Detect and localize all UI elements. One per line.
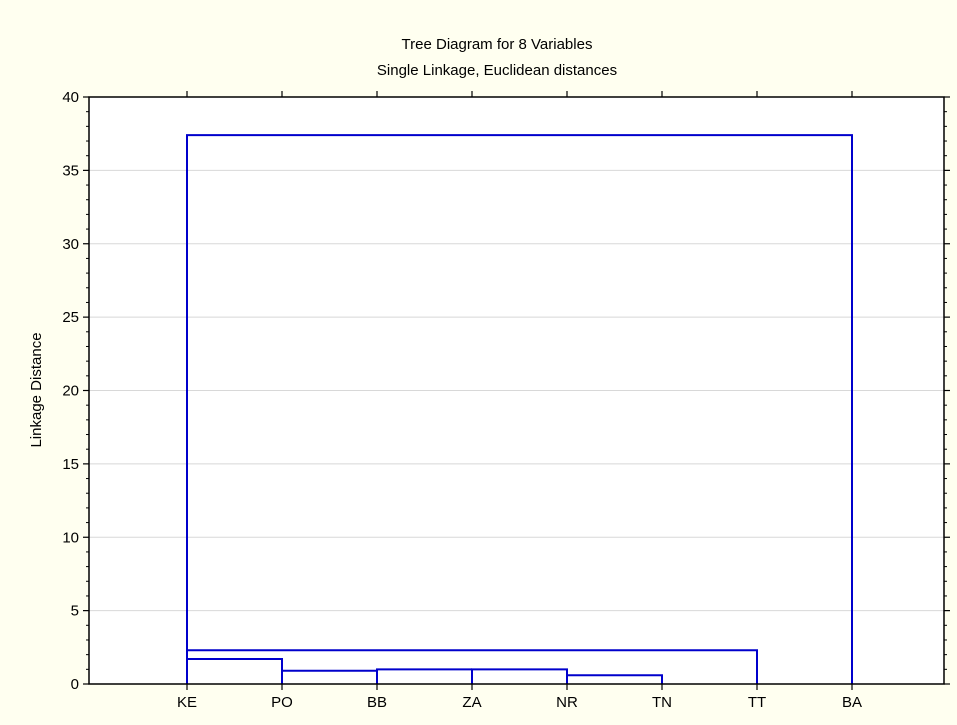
x-tick-label: TN — [652, 694, 672, 711]
y-tick-label: 5 — [71, 603, 79, 620]
y-tick-label: 10 — [62, 529, 79, 546]
chart-subtitle: Single Linkage, Euclidean distances — [377, 62, 617, 79]
y-tick-label: 20 — [62, 383, 79, 400]
dendrogram-link — [281, 669, 378, 684]
y-tick-label: 40 — [62, 89, 79, 106]
y-tick-label: 25 — [62, 309, 79, 326]
dendrogram-links — [186, 134, 853, 684]
y-tick-label: 0 — [71, 676, 79, 693]
y-tick-label: 15 — [62, 456, 79, 473]
x-tick-label: NR — [556, 694, 578, 711]
x-tick-label: BA — [842, 694, 862, 711]
y-tick-label: 30 — [62, 236, 79, 253]
dendrogram-link — [186, 658, 283, 684]
x-tick-label: KE — [177, 694, 197, 711]
axis-ticks: 0 5 10 15 20 25 30 35 40 KE PO BB ZA NR TN TT BA — [62, 89, 950, 711]
dendrogram-link — [566, 674, 663, 684]
x-tick-label: ZA — [462, 694, 481, 711]
dendrogram-link — [186, 649, 758, 684]
grid-lines — [89, 169, 944, 612]
dendrogram-link — [186, 134, 853, 684]
x-tick-label: PO — [271, 694, 293, 711]
x-tick-label: TT — [748, 694, 766, 711]
y-axis-label: Linkage Distance — [28, 332, 45, 447]
x-tick-label: BB — [367, 694, 387, 711]
y-tick-label: 35 — [62, 162, 79, 179]
dendrogram-link — [471, 668, 568, 684]
chart-title: Tree Diagram for 8 Variables — [402, 36, 593, 53]
